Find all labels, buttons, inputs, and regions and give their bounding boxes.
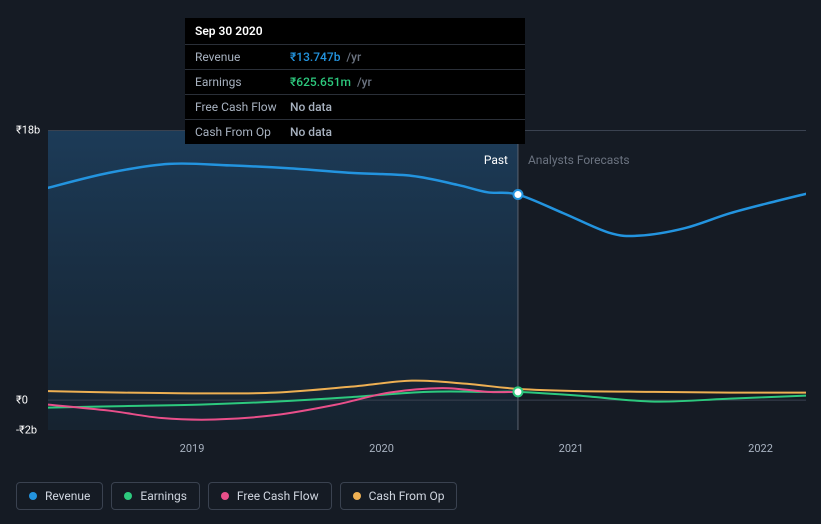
legend-dot xyxy=(353,492,361,500)
tooltip-value: ₹13.747b /yr xyxy=(290,50,361,64)
tooltip-value: No data xyxy=(290,100,332,114)
tooltip-row: Free Cash FlowNo data xyxy=(185,95,525,120)
tooltip-key: Revenue xyxy=(195,50,290,64)
tooltip-row: Revenue₹13.747b /yr xyxy=(185,45,525,70)
tooltip-row: Cash From OpNo data xyxy=(185,120,525,144)
x-axis-label: 2019 xyxy=(180,442,205,455)
hover-marker xyxy=(513,387,522,396)
tooltip-date: Sep 30 2020 xyxy=(185,18,525,45)
legend-dot xyxy=(221,492,229,500)
legend-label: Free Cash Flow xyxy=(237,489,319,503)
legend-item[interactable]: Earnings xyxy=(111,482,200,510)
y-axis-label: ₹0 xyxy=(16,394,28,407)
legend-label: Cash From Op xyxy=(369,489,445,503)
tooltip-value: ₹625.651m /yr xyxy=(290,75,372,89)
legend-label: Revenue xyxy=(45,489,90,503)
y-axis-label: -₹2b xyxy=(16,424,37,437)
past-region-label: Past xyxy=(484,153,508,167)
tooltip-row: Earnings₹625.651m /yr xyxy=(185,70,525,95)
y-axis-label: ₹18b xyxy=(16,124,40,137)
x-axis-label: 2021 xyxy=(559,442,584,455)
tooltip-key: Cash From Op xyxy=(195,125,290,139)
legend-dot xyxy=(124,492,132,500)
chart-container: ₹18b ₹0 -₹2b Past Analysts Forecasts 2019 2… xyxy=(16,120,806,460)
legend-item[interactable]: Cash From Op xyxy=(340,482,458,510)
chart-plot-area[interactable]: Past Analysts Forecasts xyxy=(48,130,806,430)
x-axis-label: 2020 xyxy=(369,442,394,455)
x-axis-label: 2022 xyxy=(748,442,773,455)
hover-marker xyxy=(513,190,522,199)
legend-item[interactable]: Revenue xyxy=(16,482,103,510)
legend: Revenue Earnings Free Cash Flow Cash From O… xyxy=(16,482,457,510)
tooltip-unit: /yr xyxy=(354,75,372,89)
tooltip-value: No data xyxy=(290,125,332,139)
forecast-region-label: Analysts Forecasts xyxy=(528,153,630,167)
tooltip-key: Earnings xyxy=(195,75,290,89)
legend-item[interactable]: Free Cash Flow xyxy=(208,482,332,510)
tooltip-unit: /yr xyxy=(343,50,361,64)
hover-tooltip: Sep 30 2020 Revenue₹13.747b /yrEarnings₹… xyxy=(185,18,525,144)
tooltip-key: Free Cash Flow xyxy=(195,100,290,114)
legend-label: Earnings xyxy=(140,489,187,503)
legend-dot xyxy=(29,492,37,500)
